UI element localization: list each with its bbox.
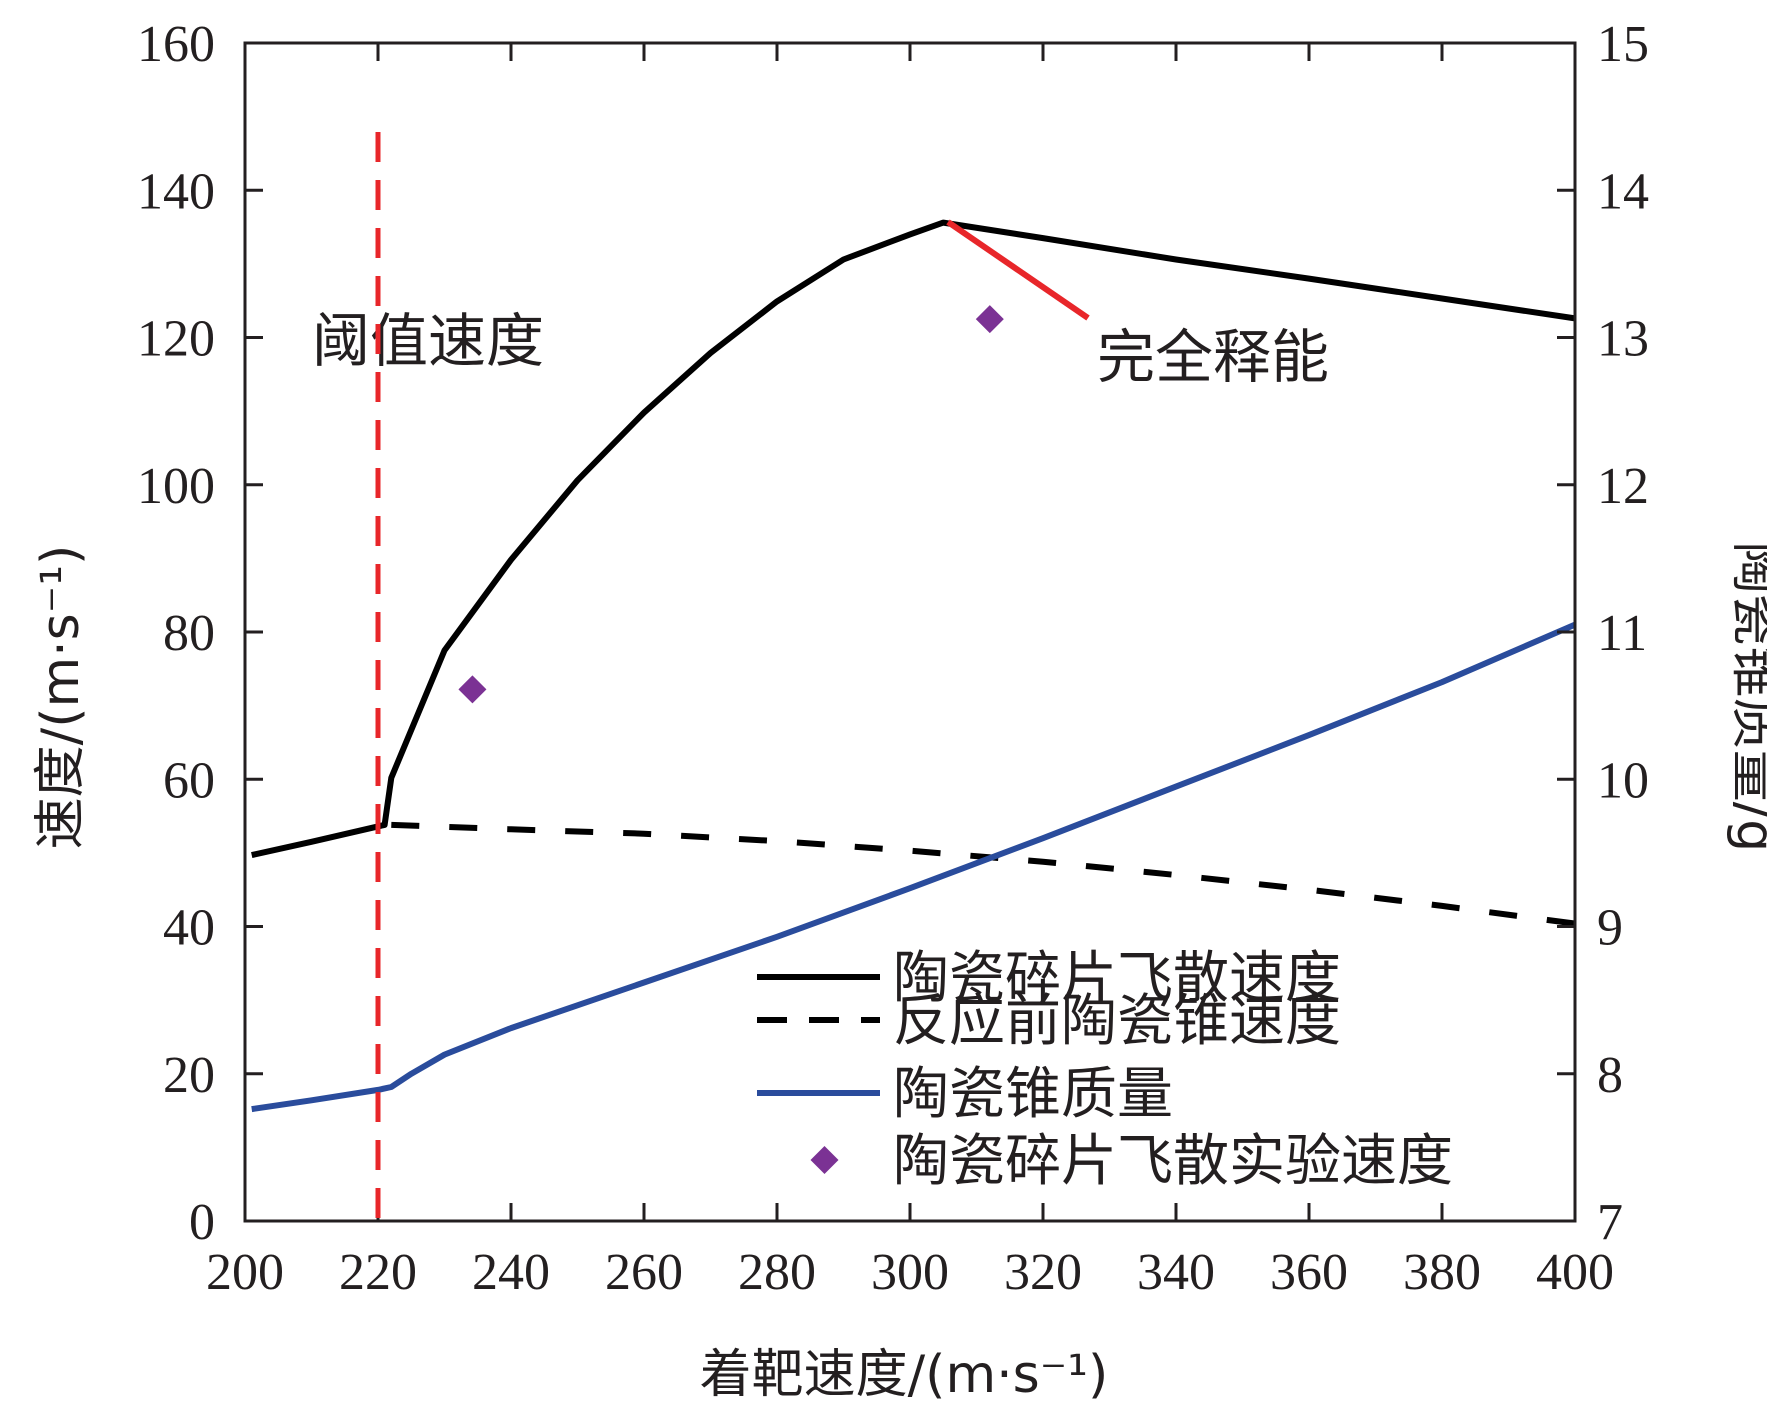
x-tick-label: 380 <box>1403 1244 1481 1301</box>
y-tick-label: 0 <box>189 1194 215 1251</box>
x-axis-title: 着靶速度/(m·s⁻¹) <box>700 1345 1109 1405</box>
ticks: 200 220 240 260 280 300 320 340 360 380 400 0 20 40 60… <box>137 16 1649 1301</box>
legend-label: 陶瓷碎片飞散速度 <box>893 946 1341 1011</box>
x-tick-label: 220 <box>339 1244 417 1301</box>
y-axis-title: 速度/(m·s⁻¹) <box>31 545 91 850</box>
y-tick-label: 20 <box>163 1047 215 1104</box>
y2-tick-label: 10 <box>1597 752 1649 809</box>
x-tick-label: 240 <box>472 1244 550 1301</box>
x-tick-label: 200 <box>206 1244 284 1301</box>
cone-velocity-dashed-line <box>391 821 1576 927</box>
x-tick-label: 300 <box>871 1244 949 1301</box>
legend-label: 陶瓷锥质量 <box>893 1062 1173 1127</box>
y-tick-label: 40 <box>163 900 215 957</box>
y2-tick-label: 13 <box>1597 311 1649 368</box>
y-tick-label: 80 <box>163 605 215 662</box>
y-tick-label: 60 <box>163 752 215 809</box>
plot-lines <box>251 219 1577 1113</box>
y2-tick-label: 11 <box>1597 605 1647 662</box>
y-tick-label: 140 <box>137 163 215 220</box>
y2-axis-title: 陶瓷锥质量/g <box>1725 542 1767 853</box>
y2-tick-label: 14 <box>1597 163 1649 220</box>
y2-tick-label: 7 <box>1597 1194 1623 1251</box>
y2-tick-label: 9 <box>1597 900 1623 957</box>
complete-release-leader <box>946 219 1090 321</box>
fragment-velocity-line <box>251 219 1576 859</box>
y2-tick-label: 12 <box>1597 458 1649 515</box>
x-tick-label: 360 <box>1270 1244 1348 1301</box>
legend-marker <box>810 1146 839 1174</box>
complete-release-label: 完全释能 <box>1097 323 1329 391</box>
y2-tick-label: 15 <box>1597 16 1649 73</box>
threshold-velocity-label: 阈值速度 <box>312 307 544 375</box>
experiment-marker <box>975 305 1004 334</box>
x-tick-label: 340 <box>1137 1244 1215 1301</box>
y-tick-label: 160 <box>137 16 215 73</box>
x-tick-label: 400 <box>1536 1244 1614 1301</box>
x-tick-label: 280 <box>738 1244 816 1301</box>
legend-label: 陶瓷碎片飞散实验速度 <box>893 1129 1453 1194</box>
annotations: 阈值速度 完全释能 <box>312 132 1329 1221</box>
x-tick-label: 260 <box>605 1244 683 1301</box>
y2-tick-label: 8 <box>1597 1047 1623 1104</box>
experiment-marker <box>458 675 487 704</box>
legend-label: 反应前陶瓷锥速度 <box>893 989 1341 1054</box>
y-tick-label: 100 <box>137 458 215 515</box>
y-tick-label: 120 <box>137 311 215 368</box>
cone-mass-line <box>251 621 1577 1113</box>
x-tick-label: 320 <box>1004 1244 1082 1301</box>
